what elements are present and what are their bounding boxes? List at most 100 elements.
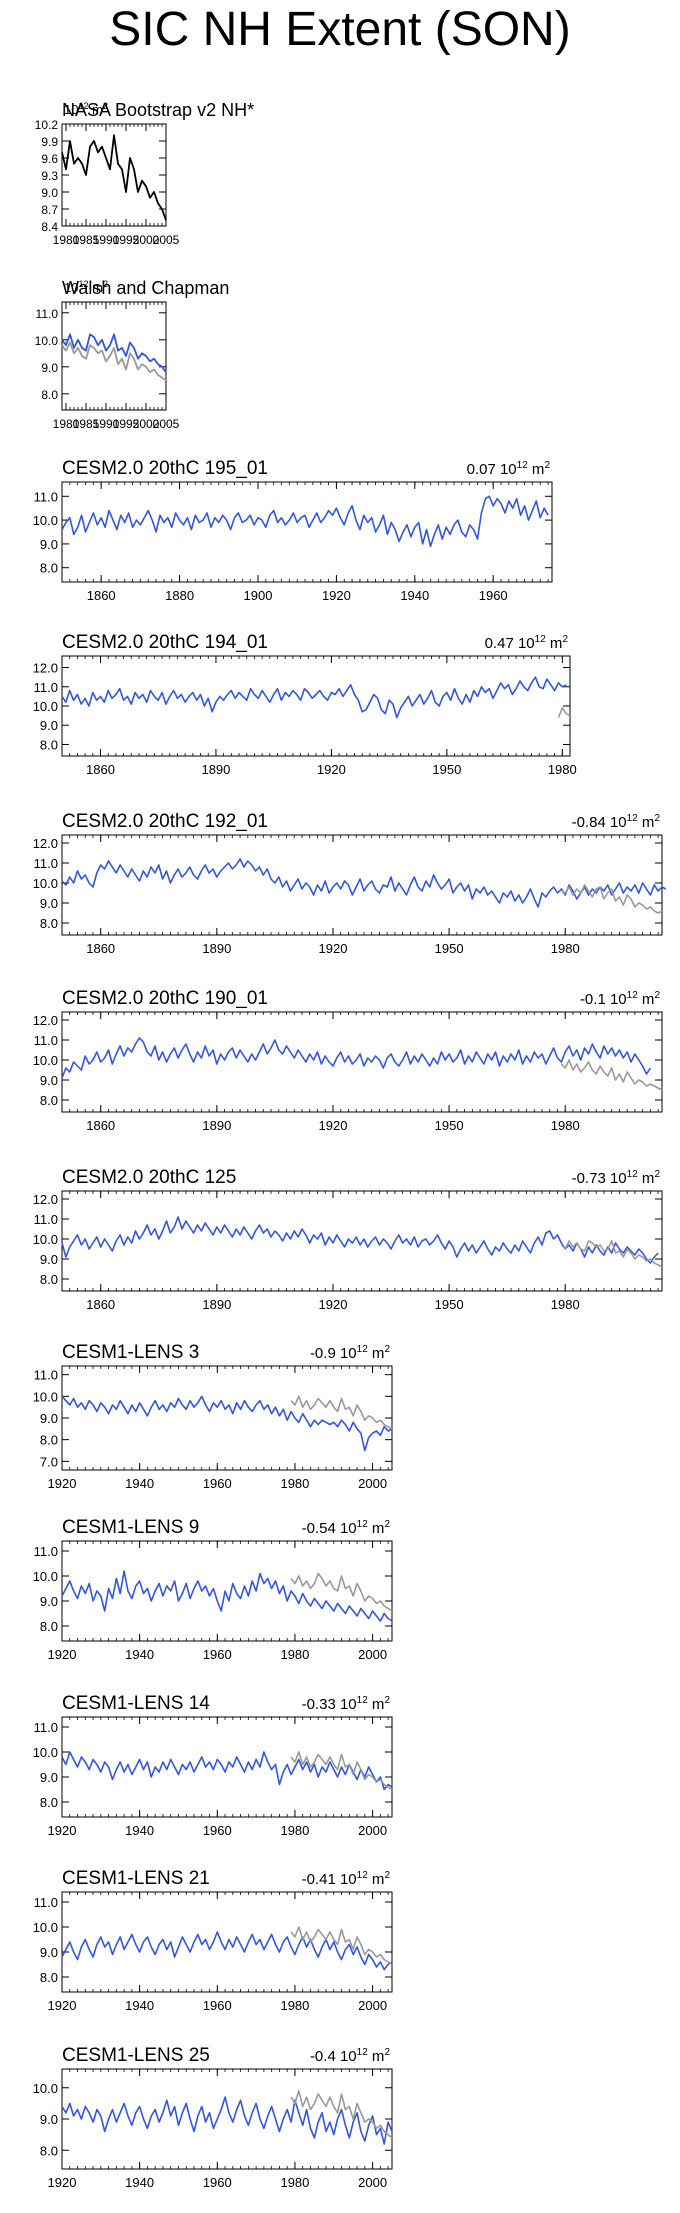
trend-label: -0.41 1012 m2 [302,1870,391,1888]
y-tick-label: 11.0 [34,856,58,871]
y-tick-label: 8.4 [41,220,58,234]
series-line-obs-blue [61,333,167,373]
y-tick-label: 11.0 [34,489,58,504]
y-tick-label: 9.0 [41,361,58,375]
y-tick-label: 11.0 [36,307,59,321]
chart-panel: 1920 1940 1960 1980 2000 10.0 9.0 8.0 CESM1-LENS… [33,2045,393,2190]
x-tick-label: 1940 [400,588,429,603]
x-tick-label: 2000 [133,233,160,247]
x-tick-label: 1995 [113,417,140,431]
y-tick-label: 8.0 [40,916,58,931]
x-tick-label: 1980 [280,1998,309,2013]
plot-frame [61,1716,393,1818]
y-tick-label: 9.9 [41,135,58,149]
y-tick-label: 9.0 [40,1594,58,1609]
x-tick-label: 1985 [73,417,100,431]
y-tick-label: 8.0 [41,388,58,402]
x-tick-label: 1995 [113,233,140,247]
y-tick-label: 9.0 [40,1770,58,1785]
chart-title: CESM1-LENS 9 [62,1517,199,1538]
x-tick-label: 1960 [203,1998,232,2013]
x-tick-label: 1950 [435,1118,464,1133]
x-tick-label: 1920 [317,762,346,777]
y-tick-label: 8.0 [40,1093,58,1108]
x-tick-label: 1940 [125,1647,154,1662]
y-tick-label: 8.0 [40,561,58,576]
chart-panel: 1860 1890 1920 1950 1980 12.0 11.0 10.0 9.0 8.0 CE… [33,811,667,956]
x-tick-label: 2000 [358,2175,387,2190]
x-tick-label: 1985 [73,233,100,247]
series-line-obs [290,1751,393,1791]
x-tick-label: 1990 [93,233,120,247]
x-tick-label: 1960 [203,1823,232,1838]
x-tick-label: 1860 [87,588,116,603]
x-tick-label: 1900 [244,588,273,603]
chart-panel: 1860 1890 1920 1950 1980 12.0 11.0 10.0 9.0 8.0 CE… [33,632,577,777]
page-title: SIC NH Extent (SON) [109,3,571,56]
trend-label: -0.33 1012 m2 [302,1695,391,1713]
x-tick-label: 1960 [203,1476,232,1491]
chart-title: NASA Bootstrap v2 NH* [62,100,254,120]
y-tick-label: 9.0 [40,1252,58,1267]
y-tick-label: 10.2 [35,118,59,132]
x-tick-label: 1920 [322,588,351,603]
chart-title: CESM2.0 20thC 190_01 [62,988,268,1009]
x-tick-label: 2005 [153,417,180,431]
chart-title: CESM1-LENS 3 [62,1342,199,1363]
y-tick-label: 10.0 [33,1389,58,1404]
y-tick-label: 11.0 [34,680,58,695]
trend-label: -0.9 1012 m2 [310,1344,391,1362]
plot-frame [61,481,553,583]
y-tick-label: 9.0 [40,1945,58,1960]
y-tick-label: 8.0 [40,737,58,752]
x-tick-label: 1890 [201,762,230,777]
x-tick-label: 1920 [48,1998,77,2013]
plot-frame [61,1540,393,1642]
y-tick-label: 12.0 [33,836,58,851]
series-line-model [61,1395,393,1452]
y-tick-label: 9.0 [40,718,58,733]
y-tick-label: 9.3 [41,169,58,183]
x-tick-label: 1920 [48,1476,77,1491]
y-tick-label: 10.0 [33,2081,58,2096]
trend-label: -0.4 1012 m2 [310,2047,391,2065]
trend-label: -0.54 1012 m2 [302,1519,391,1537]
y-tick-label: 9.0 [40,2112,58,2127]
x-tick-label: 1890 [202,1118,231,1133]
x-tick-label: 2000 [133,417,160,431]
series-line-model [61,858,667,908]
chart-title: Walsh and Chapman [62,278,229,298]
y-tick-label: 8.0 [40,1433,58,1448]
series-line-model [61,1216,659,1264]
chart-panel: 1860 1890 1920 1950 1980 12.0 11.0 10.0 9.0 8.0 CE… [33,988,663,1133]
chart-title: CESM2.0 20thC 192_01 [62,811,268,832]
y-tick-label: 8.7 [41,203,58,217]
x-tick-label: 1980 [551,941,580,956]
plot-frame [61,834,663,936]
chart-panel: 1920 1940 1960 1980 2000 11.0 10.0 9.0 8.0 CESM1-… [33,1693,393,1838]
x-tick-label: 1950 [435,941,464,956]
trend-label: -0.73 1012 m2 [572,1169,661,1187]
y-tick-label: 8.0 [40,1272,58,1287]
chart-panel: 1860 1880 1900 1920 1940 1960 11.0 10.0 9.0 8.0 CE… [33,458,553,603]
x-tick-label: 1880 [165,588,194,603]
chart-title: CESM1-LENS 25 [62,2045,210,2066]
plot-frame [61,1891,393,1993]
x-tick-label: 1980 [551,1297,580,1312]
plot-frame [61,1365,393,1471]
y-tick-label: 10.0 [35,334,59,348]
y-tick-label: 10.0 [33,1920,58,1935]
series-line-obs [61,134,167,221]
series-line-model [61,676,567,719]
x-tick-label: 2000 [358,1998,387,2013]
series-line-obs [290,1572,393,1612]
x-tick-label: 1990 [93,417,120,431]
trend-label: -0.1 1012 m2 [580,990,661,1008]
x-tick-label: 1940 [125,1823,154,1838]
series-line-obs [290,1395,393,1430]
x-tick-label: 1940 [125,1476,154,1491]
y-tick-label: 8.0 [40,1970,58,1985]
x-tick-label: 1960 [479,588,508,603]
